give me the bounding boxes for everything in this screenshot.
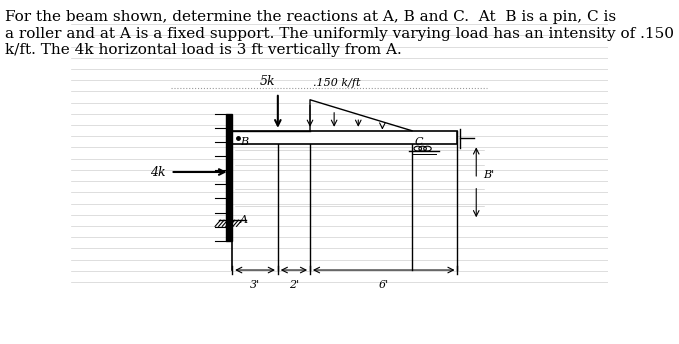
Text: 6': 6'	[379, 280, 389, 290]
Text: 3': 3'	[250, 280, 260, 290]
Text: For the beam shown, determine the reactions at A, B and C.  At  B is a pin, C is: For the beam shown, determine the reacti…	[5, 10, 674, 57]
Text: B: B	[240, 137, 249, 147]
Text: 5k: 5k	[259, 75, 275, 88]
Text: .150 k/ft: .150 k/ft	[313, 78, 360, 88]
Text: 2': 2'	[289, 280, 299, 290]
Text: 4k: 4k	[149, 165, 165, 179]
Text: C: C	[415, 137, 423, 147]
Bar	[232, 131, 458, 144]
Bar	[226, 114, 232, 241]
Text: B': B'	[483, 170, 494, 181]
Text: A: A	[240, 215, 249, 225]
